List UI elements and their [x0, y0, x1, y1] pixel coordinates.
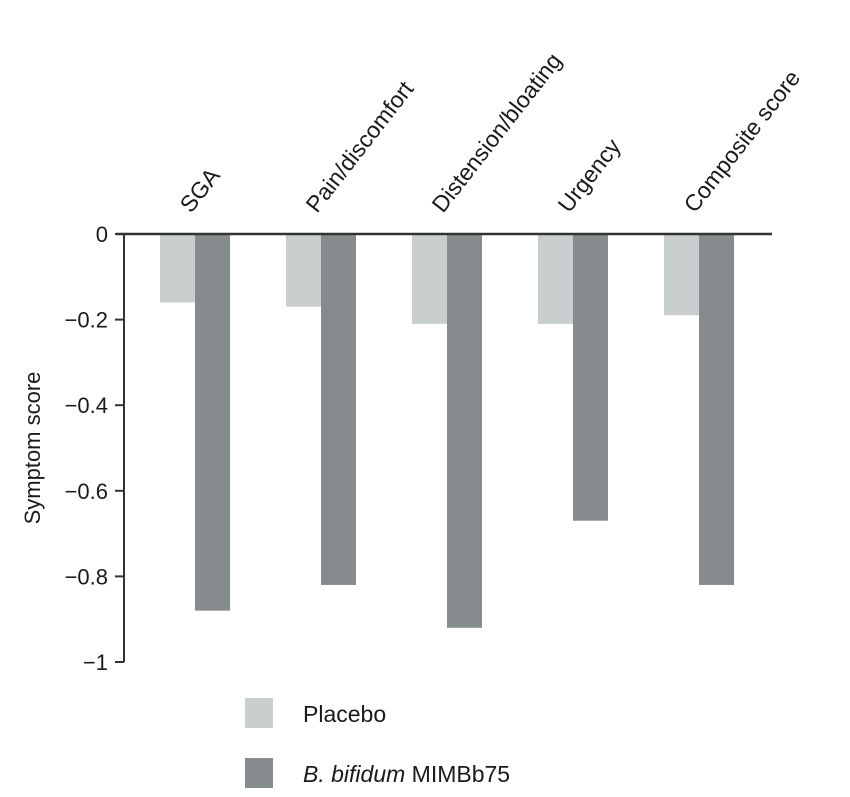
- category-label: Composite score: [678, 65, 805, 217]
- axes-layer: 0 −0.2 −0.4 −0.6 −0.8 −1: [65, 222, 772, 675]
- bar-bifidum-1: [321, 234, 356, 585]
- legend: Placebo B. bifidum MIMBb75: [245, 698, 510, 788]
- bar-bifidum-0: [195, 234, 230, 611]
- legend-swatch: [245, 698, 273, 728]
- bar-bifidum-4: [699, 234, 734, 585]
- legend-label-italic: B. bifidum: [303, 761, 405, 787]
- y-tick-label: −0.2: [65, 308, 108, 333]
- y-tick-label: −1: [83, 650, 108, 675]
- category-label: Urgency: [552, 133, 626, 217]
- category-label: Pain/discomfort: [300, 76, 418, 217]
- legend-label-rest: MIMBb75: [405, 761, 510, 787]
- category-labels: SGA Pain/discomfort Distension/bloatingUrg…: [174, 48, 805, 217]
- category-label: Distension/bloating: [426, 48, 566, 217]
- bar-placebo-0: [160, 234, 195, 303]
- bar-bifidum-3: [573, 234, 608, 521]
- y-tick-label: −0.4: [65, 393, 108, 418]
- bars-layer: [160, 234, 734, 628]
- legend-swatch: [245, 758, 273, 788]
- bar-placebo-2: [412, 234, 447, 324]
- bar-placebo-1: [286, 234, 321, 307]
- y-axis-title: Symptom score: [20, 372, 45, 525]
- y-tick-label: −0.6: [65, 479, 108, 504]
- legend-label: B. bifidum MIMBb75: [303, 761, 510, 787]
- bar-placebo-3: [538, 234, 573, 324]
- bar-bifidum-2: [447, 234, 482, 628]
- y-tick-label: 0: [96, 222, 108, 247]
- category-label: SGA: [174, 162, 225, 217]
- y-tick-label: −0.8: [65, 564, 108, 589]
- legend-label: Placebo: [303, 701, 386, 727]
- bar-placebo-4: [664, 234, 699, 316]
